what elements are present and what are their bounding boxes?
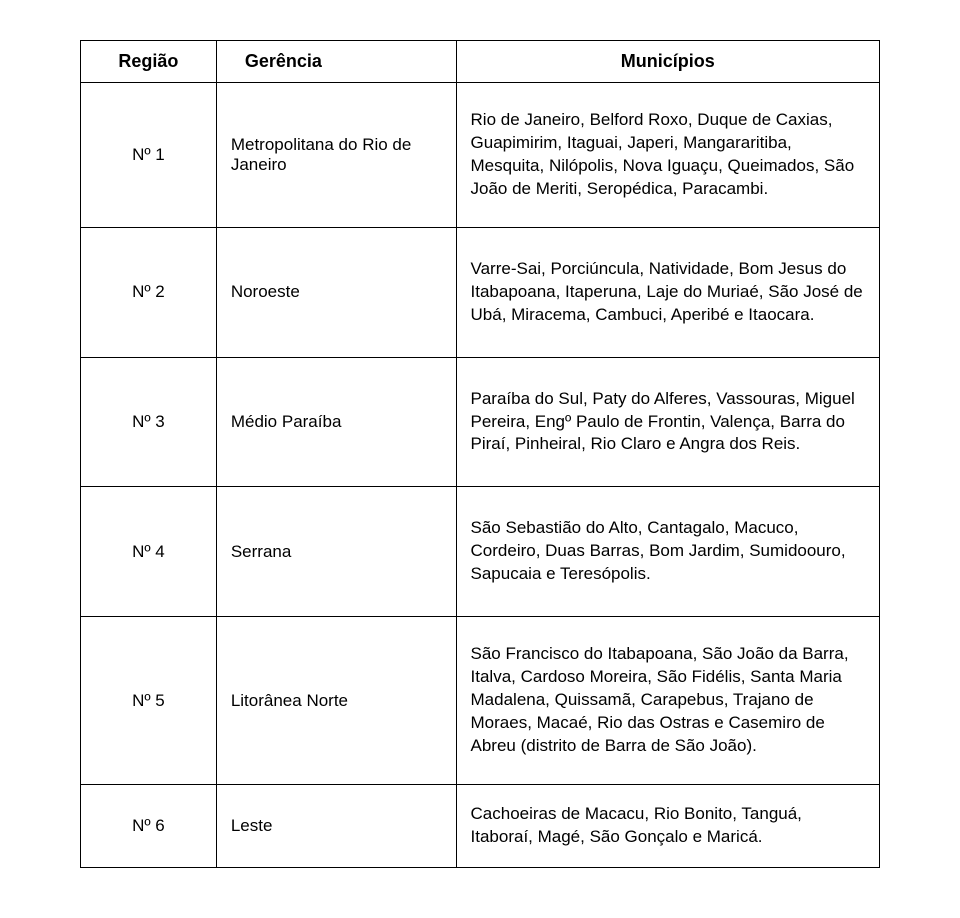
cell-municipios: São Francisco do Itabapoana, São João da… xyxy=(456,617,879,785)
cell-regiao: Nº 4 xyxy=(81,487,217,617)
header-regiao: Região xyxy=(81,41,217,83)
cell-regiao: Nº 5 xyxy=(81,617,217,785)
table-row: Nº 6 Leste Cachoeiras de Macacu, Rio Bon… xyxy=(81,784,880,867)
table-row: Nº 4 Serrana São Sebastião do Alto, Cant… xyxy=(81,487,880,617)
cell-municipios: Rio de Janeiro, Belford Roxo, Duque de C… xyxy=(456,83,879,228)
header-municipios: Municípios xyxy=(456,41,879,83)
table-row: Nº 5 Litorânea Norte São Francisco do It… xyxy=(81,617,880,785)
regions-table: Região Gerência Municípios Nº 1 Metropol… xyxy=(80,40,880,868)
table-row: Nº 2 Noroeste Varre-Sai, Porciúncula, Na… xyxy=(81,227,880,357)
cell-municipios: Paraíba do Sul, Paty do Alferes, Vassour… xyxy=(456,357,879,487)
cell-regiao: Nº 3 xyxy=(81,357,217,487)
table-row: Nº 1 Metropolitana do Rio de Janeiro Rio… xyxy=(81,83,880,228)
cell-gerencia: Médio Paraíba xyxy=(216,357,456,487)
cell-gerencia: Leste xyxy=(216,784,456,867)
cell-regiao: Nº 6 xyxy=(81,784,217,867)
cell-municipios: Varre-Sai, Porciúncula, Natividade, Bom … xyxy=(456,227,879,357)
cell-municipios: São Sebastião do Alto, Cantagalo, Macuco… xyxy=(456,487,879,617)
cell-gerencia: Noroeste xyxy=(216,227,456,357)
cell-regiao: Nº 2 xyxy=(81,227,217,357)
table-header-row: Região Gerência Municípios xyxy=(81,41,880,83)
cell-regiao: Nº 1 xyxy=(81,83,217,228)
header-gerencia: Gerência xyxy=(216,41,456,83)
table-row: Nº 3 Médio Paraíba Paraíba do Sul, Paty … xyxy=(81,357,880,487)
cell-gerencia: Metropolitana do Rio de Janeiro xyxy=(216,83,456,228)
cell-gerencia: Litorânea Norte xyxy=(216,617,456,785)
cell-municipios: Cachoeiras de Macacu, Rio Bonito, Tanguá… xyxy=(456,784,879,867)
cell-gerencia: Serrana xyxy=(216,487,456,617)
page-container: Região Gerência Municípios Nº 1 Metropol… xyxy=(0,0,960,918)
